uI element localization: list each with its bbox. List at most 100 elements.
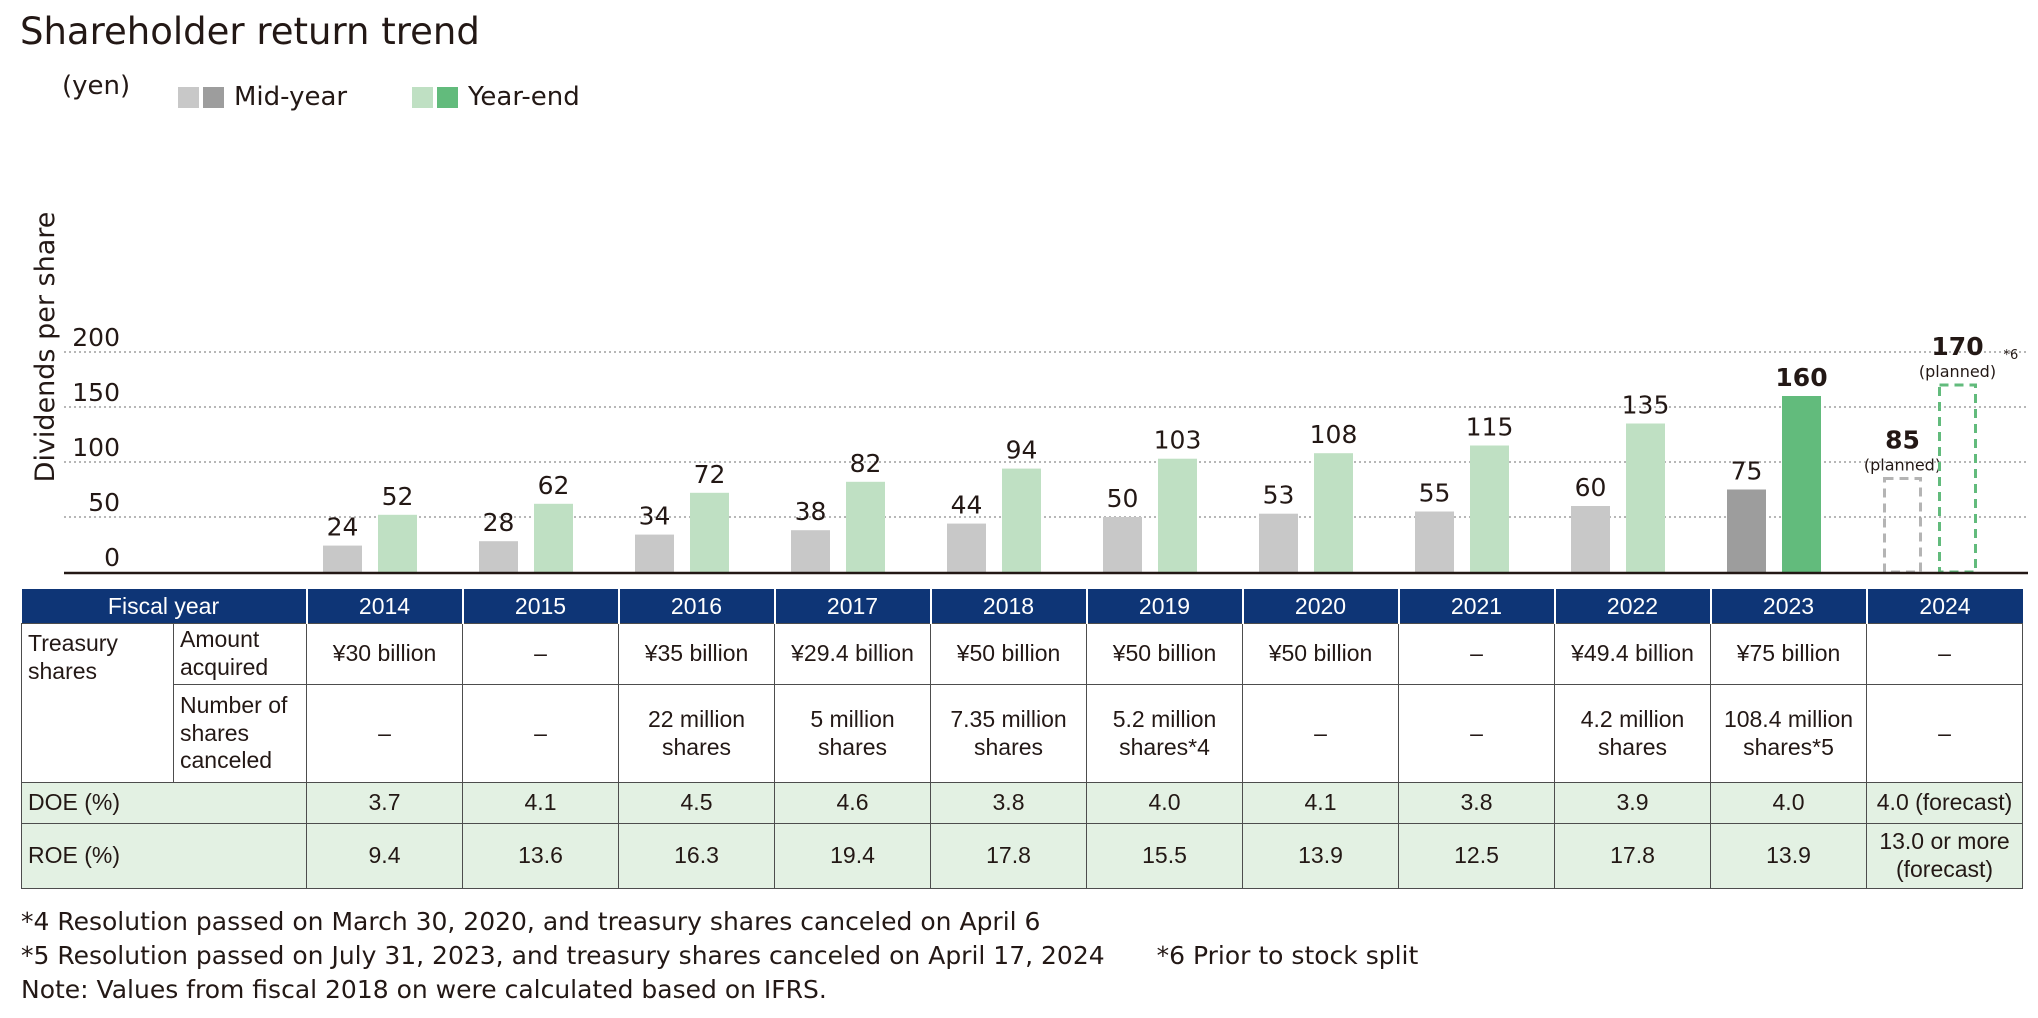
dividend-chart: 0 50 100 150 200 (yen) Dividends per share 24 52…	[30, 71, 2028, 575]
yearend-value-label: 62	[538, 471, 570, 500]
amount-acquired-cell: ¥35 billion	[618, 623, 776, 685]
amount-acquired-cell: ¥30 billion	[306, 623, 464, 685]
roe-cell: 13.6	[462, 823, 620, 889]
y-tick-label: 200	[72, 323, 120, 352]
yearend-bar	[690, 492, 729, 572]
amount-acquired-cell: ¥29.4 billion	[774, 623, 932, 685]
midyear-value-label: 55	[1419, 479, 1451, 508]
y-tick-label: 150	[72, 378, 120, 407]
chart-title: Shareholder return trend	[20, 10, 480, 53]
y-tick-label: 50	[88, 488, 120, 517]
shares-canceled-cell: 5.2 million shares*4	[1086, 684, 1244, 783]
footnote-note: Note: Values from fiscal 2018 on were ca…	[21, 975, 827, 1004]
amount-acquired-cell: ¥75 billion	[1710, 623, 1868, 685]
midyear-value-label: 60	[1575, 473, 1607, 502]
shares-canceled-cell: 7.35 million shares	[930, 684, 1088, 783]
midyear-value-label: 53	[1263, 481, 1295, 510]
doe-cell: 4.1	[1242, 782, 1400, 824]
roe-cell: 15.5	[1086, 823, 1244, 889]
doe-cell: 3.8	[930, 782, 1088, 824]
yearend-bar	[1002, 468, 1041, 572]
roe-cell: 19.4	[774, 823, 932, 889]
yearend-value-label: 108	[1310, 420, 1358, 449]
y-tick-label: 0	[104, 543, 120, 572]
yearend-bar	[1782, 396, 1821, 572]
amount-acquired-cell: –	[1866, 623, 2024, 685]
yearend-bar	[1158, 458, 1197, 572]
roe-cell: 17.8	[1554, 823, 1712, 889]
midyear-bar	[1415, 511, 1454, 572]
amount-acquired-cell: –	[462, 623, 620, 685]
shares-canceled-cell: –	[1242, 684, 1400, 783]
footnote-4: *4 Resolution passed on March 30, 2020, …	[21, 907, 1041, 936]
amount-acquired-cell: ¥50 billion	[930, 623, 1088, 685]
legend-yearend-light-swatch	[412, 86, 433, 108]
doe-cell: 3.9	[1554, 782, 1712, 824]
legend-midyear-label: Mid-year	[234, 82, 348, 112]
footnote-6-marker: *6	[2004, 348, 2019, 363]
midyear-value-label: 50	[1107, 484, 1139, 513]
amount-acquired-cell: ¥50 billion	[1086, 623, 1244, 685]
yearend-bar-planned	[1938, 383, 1977, 574]
legend-yearend: Year-end	[412, 82, 580, 112]
y-axis-title: Dividends per share	[30, 212, 61, 483]
doe-cell: 4.0	[1710, 782, 1868, 824]
shares-canceled-cell: 4.2 million shares	[1554, 684, 1712, 783]
yearend-value-label: 72	[694, 460, 726, 489]
year-header: 2024	[1865, 589, 2023, 624]
y-tick-label: 100	[72, 433, 120, 462]
legend-midyear-light-swatch	[178, 86, 199, 108]
year-header: 2015	[461, 589, 619, 624]
fiscal-year-header: Fiscal year	[21, 589, 307, 624]
shares-canceled-cell: 108.4 million shares*5	[1710, 684, 1868, 783]
amount-acquired-label: Amount acquired	[172, 623, 308, 685]
footnote-5-and-6: *5 Resolution passed on July 31, 2023, a…	[21, 939, 1418, 973]
year-header: 2017	[773, 589, 931, 624]
yearend-value-label: 115	[1466, 413, 1514, 442]
table-row-roe: ROE (%) 9.4 13.6 16.3 19.4 17.8 15.5 13.9 12.5 1…	[20, 823, 2024, 889]
yearend-value-label: 103	[1154, 426, 1202, 455]
shares-canceled-cell: 22 million shares	[618, 684, 776, 783]
roe-label: ROE (%)	[20, 823, 308, 889]
shares-canceled-cell: –	[462, 684, 620, 783]
year-header: 2018	[929, 589, 1087, 624]
doe-cell: 3.8	[1398, 782, 1556, 824]
yearend-planned-note: (planned)	[1919, 362, 1996, 381]
roe-cell: 13.9	[1710, 823, 1868, 889]
midyear-bar	[1571, 506, 1610, 572]
midyear-bar	[791, 530, 830, 572]
midyear-bar	[479, 541, 518, 572]
amount-acquired-cell: ¥50 billion	[1242, 623, 1400, 685]
y-unit-label: (yen)	[62, 71, 130, 101]
midyear-bar	[635, 534, 674, 572]
table-header-row: Fiscal year 2014 2015 2016 2017 2018 2019 2020…	[21, 589, 2023, 624]
yearend-value-label: 52	[382, 482, 414, 511]
roe-cell: 13.0 or more (forecast)	[1866, 823, 2024, 889]
yearend-value-label: 170	[1931, 332, 1983, 361]
shares-canceled-cell: –	[1398, 684, 1556, 783]
yearend-bar	[1626, 423, 1665, 572]
shares-canceled-cell: 5 million shares	[774, 684, 932, 783]
shares-canceled-cell: –	[1866, 684, 2024, 783]
doe-cell: 3.7	[306, 782, 464, 824]
doe-cell: 4.0 (forecast)	[1866, 782, 2024, 824]
yearend-bar	[1314, 453, 1353, 572]
table-row-doe: DOE (%) 3.7 4.1 4.5 4.6 3.8 4.0 4.1 3.8 3.9 4.0 4.…	[20, 782, 2024, 824]
year-header: 2021	[1397, 589, 1555, 624]
yearend-bar	[534, 503, 573, 572]
legend-yearend-dark-swatch	[437, 86, 458, 108]
shares-canceled-label: Number of shares canceled	[172, 684, 308, 783]
midyear-value-label: 34	[639, 502, 671, 531]
roe-cell: 16.3	[618, 823, 776, 889]
footnotes: *4 Resolution passed on March 30, 2020, …	[21, 905, 1418, 1007]
amount-acquired-cell: –	[1398, 623, 1556, 685]
yearend-bar	[846, 481, 885, 572]
midyear-value-label: 85	[1885, 426, 1920, 455]
doe-cell: 4.5	[618, 782, 776, 824]
legend-midyear-dark-swatch	[203, 86, 224, 108]
doe-cell: 4.1	[462, 782, 620, 824]
doe-cell: 4.6	[774, 782, 932, 824]
amount-acquired-cell: ¥49.4 billion	[1554, 623, 1712, 685]
midyear-planned-note: (planned)	[1864, 456, 1941, 475]
roe-cell: 12.5	[1398, 823, 1556, 889]
